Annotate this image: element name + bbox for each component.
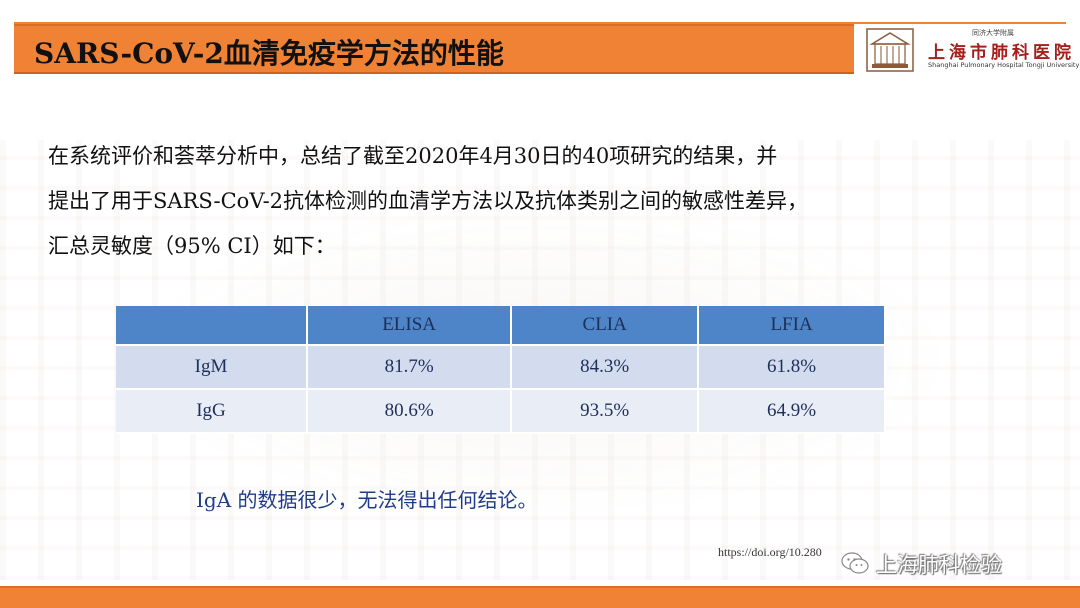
wechat-icon xyxy=(841,552,869,574)
header-top-rule xyxy=(14,22,1066,24)
table-cell: 64.9% xyxy=(699,390,886,434)
table-header-row: ELISA CLIA LFIA xyxy=(116,306,886,346)
citation-link[interactable]: https://doi.org/10.280 xyxy=(718,545,822,559)
hospital-emblem-icon xyxy=(866,28,914,72)
intro-line: 汇总灵敏度（95% CI）如下： xyxy=(48,234,336,258)
logo-english-name: Shanghai Pulmonary Hospital Tongji Unive… xyxy=(928,61,1080,69)
table-row: IgG 80.6% 93.5% 64.9% xyxy=(116,390,886,434)
row-label-igg: IgG xyxy=(116,390,308,434)
intro-line: 在系统评价和荟萃分析中，总结了截至2020年4月30日的40项研究的结果，并 xyxy=(48,144,778,168)
column-header-lfia: LFIA xyxy=(699,306,886,346)
table-cell: 84.3% xyxy=(512,346,700,390)
sensitivity-table: ELISA CLIA LFIA IgM 81.7% 84.3% 61.8% Ig… xyxy=(116,306,886,434)
column-header-elisa: ELISA xyxy=(308,306,513,346)
iga-note: IgA 的数据很少，无法得出任何结论。 xyxy=(196,488,538,512)
footer-bar xyxy=(0,586,1080,608)
wechat-watermark: 上海肺科检验 xyxy=(840,548,1002,580)
intro-line: 提出了用于SARS-CoV-2抗体检测的血清学方法以及抗体类别之间的敏感性差异， xyxy=(48,189,809,213)
table-row: IgM 81.7% 84.3% 61.8% xyxy=(116,346,886,390)
title-bar: SARS-CoV-2血清免疫学方法的性能 xyxy=(14,24,854,74)
wechat-account-name: 上海肺科检验 xyxy=(876,553,1002,577)
row-label-igm: IgM xyxy=(116,346,308,390)
slide-title: SARS-CoV-2血清免疫学方法的性能 xyxy=(34,37,504,70)
table-cell: 80.6% xyxy=(308,390,513,434)
hospital-logo: 同济大学附属 上海市肺科医院 Shanghai Pulmonary Hospit… xyxy=(862,26,1079,74)
logo-affiliation-text: 同济大学附属 xyxy=(972,29,1014,37)
intro-paragraph: 在系统评价和荟萃分析中，总结了截至2020年4月30日的40项研究的结果，并 提… xyxy=(48,134,1038,269)
logo-hospital-name: 上海市肺科医院 xyxy=(928,43,1075,63)
table-cell: 93.5% xyxy=(512,390,700,434)
table-corner-cell xyxy=(116,306,308,346)
table-cell: 61.8% xyxy=(699,346,886,390)
table-cell: 81.7% xyxy=(308,346,513,390)
column-header-clia: CLIA xyxy=(512,306,700,346)
